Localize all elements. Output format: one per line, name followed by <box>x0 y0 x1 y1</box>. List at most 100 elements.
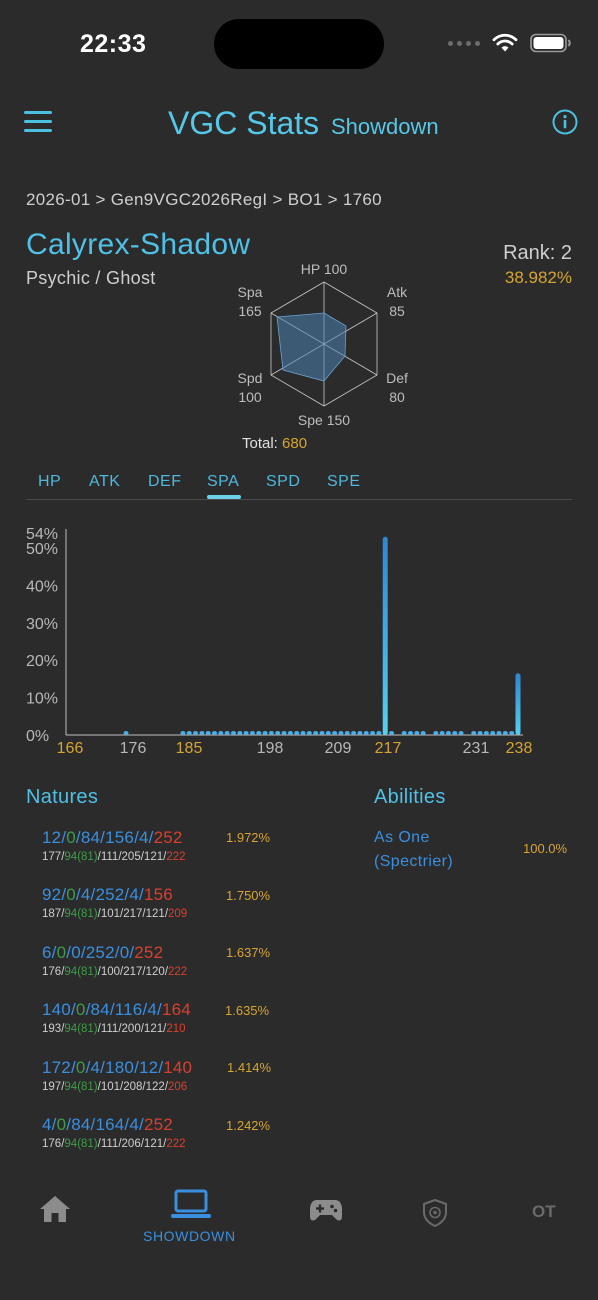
chart-bar[interactable] <box>237 731 243 735</box>
info-icon[interactable] <box>552 109 578 135</box>
chart-bar[interactable] <box>376 731 382 735</box>
nature-usage-percent: 1.637% <box>226 945 271 960</box>
active-tab-indicator <box>207 495 241 499</box>
chart-bar[interactable] <box>496 731 502 735</box>
y-tick-label: 0% <box>26 728 49 745</box>
chart-bar[interactable] <box>243 731 249 735</box>
chart-bar[interactable] <box>281 731 287 735</box>
stat-tabs: HP ATK DEF SPA SPD SPE <box>26 470 572 500</box>
chart-bar[interactable] <box>338 731 344 735</box>
chart-bar[interactable] <box>433 731 439 735</box>
chart-bar[interactable] <box>180 731 186 735</box>
chart-bar[interactable] <box>313 731 319 735</box>
tab-spd[interactable]: SPD <box>266 473 301 490</box>
chart-bar[interactable] <box>445 731 451 735</box>
chart-bar[interactable] <box>471 731 477 735</box>
chart-bar[interactable] <box>509 731 515 735</box>
base-stat-radar: HP 100 Atk 85 Def 80 Spe 150 Spd 100 Spa 165 <box>226 255 426 435</box>
chart-bar[interactable] <box>319 731 325 735</box>
breadcrumb[interactable]: 2026-01 > Gen9VGC2026RegI > BO1 > 1760 <box>26 190 382 209</box>
shield-icon[interactable] <box>422 1198 448 1228</box>
nature-ev-spread: 92/0/4/252/4/156 <box>42 885 173 904</box>
chart-bar[interactable] <box>256 731 262 735</box>
chart-bar[interactable] <box>382 536 388 735</box>
chart-bar[interactable] <box>401 731 407 735</box>
menu-button[interactable] <box>24 111 52 133</box>
chart-bar[interactable] <box>363 731 369 735</box>
chart-bar[interactable] <box>249 731 255 735</box>
chart-bar[interactable] <box>420 731 426 735</box>
home-icon[interactable] <box>38 1194 72 1224</box>
chart-bar[interactable] <box>275 731 281 735</box>
chart-bar[interactable] <box>300 731 306 735</box>
ability-item[interactable]: As One (Spectrier) <box>374 829 454 870</box>
dynamic-island <box>214 19 384 69</box>
chart-bar[interactable] <box>268 731 274 735</box>
chart-bar[interactable] <box>490 731 496 735</box>
abilities-title: Abilities <box>374 786 446 808</box>
chart-bar[interactable] <box>370 731 376 735</box>
tab-def[interactable]: DEF <box>148 473 182 490</box>
chart-bar[interactable] <box>224 731 230 735</box>
chart-bar[interactable] <box>193 731 199 735</box>
chart-bar[interactable] <box>414 731 420 735</box>
chart-bar[interactable] <box>123 731 129 735</box>
nav-ot-label[interactable]: OT <box>532 1202 556 1221</box>
x-tick-label: 238 <box>506 740 533 757</box>
chart-bar[interactable] <box>230 731 236 735</box>
chart-bar[interactable] <box>477 731 483 735</box>
nav-showdown-label[interactable]: SHOWDOWN <box>143 1228 236 1244</box>
nature-row[interactable]: 172/0/4/180/12/140 197/94(81)/101/208/122… <box>42 1058 282 1106</box>
chart-bar[interactable] <box>186 731 192 735</box>
y-tick-label: 30% <box>26 616 58 633</box>
chart-bar[interactable] <box>439 731 445 735</box>
pokemon-types: Psychic / Ghost <box>26 268 156 288</box>
nature-ev-spread: 140/0/84/116/4/164 <box>42 1000 191 1019</box>
x-tick-label: 185 <box>176 740 203 757</box>
x-tick-label: 176 <box>120 740 147 757</box>
bottom-tab-bar: SHOWDOWN OT <box>0 1172 598 1300</box>
chart-bar[interactable] <box>357 731 363 735</box>
gamepad-icon[interactable] <box>309 1196 343 1224</box>
laptop-icon[interactable] <box>170 1188 212 1220</box>
chart-bar[interactable] <box>325 731 331 735</box>
nature-stat-values: 176/94(81)/111/206/121/222 <box>42 1138 186 1150</box>
chart-bar[interactable] <box>408 731 414 735</box>
nature-stat-values: 197/94(81)/101/208/122/206 <box>42 1081 188 1093</box>
spa-distribution-chart: 0% 10% 20% 30% 40% 50%54% 166 176 185 198 209 217 2… <box>26 526 533 757</box>
chart-bar[interactable] <box>452 731 458 735</box>
status-icons <box>448 33 572 53</box>
chart-bar[interactable] <box>306 731 312 735</box>
nature-row[interactable]: 6/0/0/252/0/252 176/94(81)/100/217/120/22… <box>42 943 282 991</box>
chart-bar[interactable] <box>212 731 218 735</box>
nature-row[interactable]: 4/0/84/164/4/252 176/94(81)/111/206/121/2… <box>42 1115 282 1154</box>
chart-bar[interactable] <box>287 731 293 735</box>
nature-row[interactable]: 140/0/84/116/4/164 193/94(81)/111/200/121… <box>42 1000 282 1048</box>
chart-bar[interactable] <box>218 731 224 735</box>
chart-bar[interactable] <box>502 731 508 735</box>
chart-bar[interactable] <box>515 673 521 735</box>
chart-bar[interactable] <box>483 731 489 735</box>
chart-bar[interactable] <box>344 731 350 735</box>
nature-stat-values: 193/94(81)/111/200/121/210 <box>42 1023 186 1035</box>
y-tick-label: 20% <box>26 653 58 670</box>
chart-bar[interactable] <box>205 731 211 735</box>
tab-spe[interactable]: SPE <box>327 473 361 490</box>
chart-bar[interactable] <box>262 731 268 735</box>
chart-bar[interactable] <box>332 731 338 735</box>
natures-list[interactable]: 12/0/84/156/4/252 177/94(81)/111/205/121/… <box>0 828 598 1154</box>
app-subtitle[interactable]: Showdown <box>331 114 439 139</box>
chart-bar[interactable] <box>294 731 300 735</box>
radar-label-atk: Atk 85 <box>386 284 408 319</box>
chart-bar[interactable] <box>458 731 464 735</box>
chart-bar[interactable] <box>199 731 205 735</box>
nature-row[interactable]: 92/0/4/252/4/156 187/94(81)/101/217/121/2… <box>42 885 282 933</box>
chart-bar[interactable] <box>389 731 395 735</box>
tab-atk[interactable]: ATK <box>89 473 121 490</box>
chart-bar[interactable] <box>351 731 357 735</box>
tab-hp[interactable]: HP <box>38 473 62 490</box>
nature-ev-spread: 6/0/0/252/0/252 <box>42 943 164 962</box>
nature-row[interactable]: 12/0/84/156/4/252 177/94(81)/111/205/121/… <box>42 828 282 876</box>
tab-spa[interactable]: SPA <box>207 473 240 490</box>
nature-usage-percent: 1.242% <box>226 1118 271 1133</box>
